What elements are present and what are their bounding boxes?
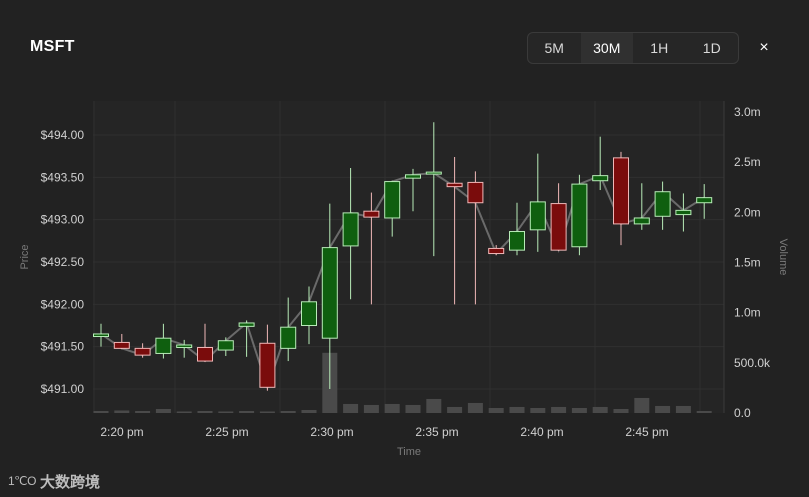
time-tick-label: 2:25 pm [205,425,248,439]
price-tick-label: $492.00 [41,297,85,311]
volume-tick-label: 2.5m [734,155,761,169]
candle-body [176,344,193,349]
candlestick-chart: $491.00 $491.50 $492.00 $492.50 $493.00 $493.… [19,101,789,458]
y-axis-title: Price [19,244,31,269]
volume-bar [363,404,379,413]
volume-bar [675,405,691,413]
candle-body [93,333,109,338]
timeframe-1h-button[interactable]: 1H [650,40,669,56]
volume-bar [592,406,608,413]
volume-axis-title: Volume [777,239,789,276]
candle-body [592,175,609,182]
volume-bar [467,402,483,413]
price-tick-label: $493.00 [41,213,85,227]
volume-bar [197,410,213,413]
time-tick-label: 2:30 pm [310,425,353,439]
volume-tick-label: 1.0m [734,306,761,320]
volume-tick-label: 2.0m [734,205,761,219]
price-tick-label: $491.50 [41,340,85,354]
candle-body [155,337,172,354]
price-tick-label: $493.50 [41,170,85,184]
candle-body [342,212,359,247]
timeframe-selector: 5M 30M 1H 1D [527,32,739,64]
candle-body [280,326,297,349]
candle-body [259,342,276,388]
candle-body [405,174,421,179]
volume-bar [426,398,442,413]
volume-bar [384,403,400,413]
volume-tick-label: 0.0 [734,406,751,420]
candle-body [509,231,525,251]
candle-body [613,157,629,225]
timeframe-1d-button[interactable]: 1D [702,40,721,56]
volume-bar [218,411,234,413]
candle-body [633,217,650,225]
volume-bar [343,403,359,413]
candle-body [675,209,692,216]
candle-body [134,347,151,356]
candle-body [238,322,255,327]
watermark-text: 大数跨境 [39,473,100,491]
volume-bar [301,409,317,413]
x-axis-title: Time [397,446,421,458]
time-tick-label: 2:40 pm [520,425,563,439]
volume-bar [239,410,255,413]
candle-body [363,210,380,218]
time-tick-label: 2:45 pm [625,425,668,439]
volume-bar [551,406,567,413]
volume-bar [155,408,171,413]
volume-bar [447,406,463,413]
volume-bar [530,407,546,413]
volume-tick-label: 3.0m [734,105,761,119]
candle-body [654,191,671,217]
candle-body [467,181,484,204]
volume-bar [634,397,650,413]
candle-body [197,347,213,362]
volume-bar [571,407,587,413]
timeframe-30m-button[interactable]: 30M [580,33,633,63]
candle-body [321,247,338,339]
volume-bar [93,410,109,413]
volume-bar [176,411,192,413]
price-tick-label: $491.00 [41,382,85,396]
candle-body [217,340,234,351]
volume-bar [405,404,421,413]
volume-bar [135,410,151,413]
timeframe-5m-button[interactable]: 5M [544,40,564,56]
volume-bar [259,411,275,413]
volume-bar [114,410,130,413]
candle-body [425,171,442,175]
candle-body [488,247,505,255]
time-tick-label: 2:35 pm [415,425,458,439]
volume-tick-label: 500.0k [734,356,771,370]
candle-body [571,183,588,248]
candle-body [384,181,401,219]
time-tick-label: 2:20 pm [100,425,143,439]
price-tick-label: $492.50 [41,255,85,269]
price-tick-label: $494.00 [41,128,85,142]
candle-body [550,203,567,251]
volume-bar [696,410,712,413]
candle-body [529,201,546,231]
candle-body [446,182,463,188]
volume-bar [655,405,671,413]
volume-tick-label: 1.5m [734,256,761,270]
plot-area [93,101,724,413]
volume-bar [613,408,629,413]
candle-body [301,301,317,327]
close-icon[interactable]: × [759,39,769,56]
candle-body [113,341,130,349]
candle-body [696,197,713,204]
chart-header: MSFT 5M 30M 1H 1D × [0,0,809,100]
volume-bar [280,410,296,413]
volume-bar [488,407,504,413]
watermark: 1℃O 大数跨境 [8,470,100,492]
volume-bar [509,406,525,413]
ticker-symbol: MSFT [30,38,75,55]
watermark-logo: 1℃O [8,474,36,488]
